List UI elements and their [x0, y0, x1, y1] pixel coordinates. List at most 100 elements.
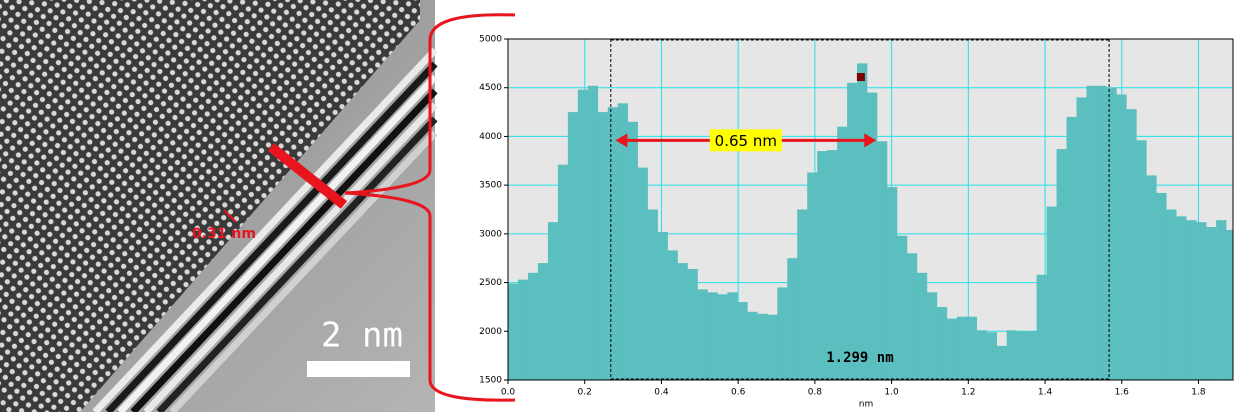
bar	[547, 222, 559, 380]
y-tick-label: 4000	[479, 132, 502, 142]
tem-image: 0.31 nm 2 nm	[0, 0, 438, 415]
bar	[1066, 116, 1077, 380]
arrow-label: 0.65 nm	[715, 132, 777, 150]
x-tick-label: 0.4	[654, 388, 669, 398]
bar	[837, 126, 848, 380]
bar	[557, 164, 569, 380]
x-tick-label: 1.6	[1115, 388, 1130, 398]
bar	[737, 302, 748, 380]
y-tick-label: 3000	[479, 229, 502, 239]
bar	[727, 292, 738, 380]
bar	[587, 85, 599, 380]
bar	[877, 141, 888, 380]
bar	[1056, 149, 1067, 380]
bar	[867, 92, 878, 380]
bar	[1006, 330, 1017, 380]
bar	[567, 112, 579, 380]
bar	[827, 150, 838, 380]
bar	[896, 235, 908, 380]
bar	[647, 209, 658, 380]
bar	[508, 283, 519, 380]
plot	[508, 39, 1233, 380]
bar	[1206, 227, 1217, 380]
bar	[667, 250, 678, 380]
bar	[527, 272, 539, 380]
bar	[697, 289, 708, 380]
bar	[1166, 209, 1177, 380]
y-tick-label: 2000	[479, 327, 502, 337]
x-tick-label: 1.4	[1038, 388, 1053, 398]
bar	[1226, 229, 1233, 380]
bar	[956, 316, 968, 380]
bar	[617, 103, 628, 380]
arrow-head	[615, 133, 628, 148]
x-axis-label: nm	[859, 400, 873, 410]
bar	[886, 187, 898, 380]
arrow-label-bg	[709, 129, 782, 152]
bar	[707, 292, 718, 380]
bar	[637, 167, 648, 380]
bar	[817, 151, 828, 380]
y-tick-label: 3500	[479, 181, 502, 191]
x-tick-label: 0.2	[578, 388, 592, 398]
bar	[1086, 85, 1097, 380]
bar	[946, 318, 958, 380]
measure-label: 1.299 nm	[826, 350, 893, 366]
bar	[857, 63, 868, 380]
bar	[1026, 331, 1037, 380]
x-tick-label: 0.0	[501, 388, 516, 398]
bar	[747, 311, 758, 380]
bar	[1196, 222, 1207, 380]
bar	[757, 313, 768, 380]
bar	[996, 345, 1007, 380]
bar	[1146, 175, 1157, 380]
bar	[627, 121, 638, 380]
bar	[657, 231, 668, 380]
x-tick-label: 1.8	[1191, 388, 1206, 398]
bar	[717, 294, 728, 380]
bar	[777, 287, 788, 380]
bar	[577, 89, 589, 380]
scale-bar-label: 2 nm	[321, 316, 403, 356]
bar	[1096, 85, 1107, 380]
scale-bar	[307, 361, 410, 377]
bar	[926, 292, 938, 380]
bar	[1176, 216, 1187, 380]
bar	[1136, 140, 1147, 380]
bar	[797, 209, 808, 380]
bar	[1186, 220, 1197, 380]
bar	[1156, 192, 1167, 380]
bar	[916, 272, 928, 380]
marker	[856, 72, 865, 81]
x-tick-label: 0.6	[731, 388, 746, 398]
bar	[906, 253, 918, 380]
y-tick-label: 2500	[479, 278, 502, 288]
bar	[1116, 94, 1127, 380]
bar	[787, 258, 798, 380]
y-tick-label: 4500	[479, 83, 502, 93]
bar	[1036, 274, 1047, 380]
bar	[677, 263, 688, 380]
bar	[1216, 220, 1227, 380]
arrow-head	[864, 133, 877, 148]
bracket	[344, 13, 516, 402]
bar	[1076, 97, 1087, 380]
x-tick-label: 1.0	[884, 388, 899, 398]
bar	[976, 330, 988, 380]
bar	[1046, 206, 1057, 380]
bar	[687, 268, 698, 380]
lattice-label: 0.31 nm	[192, 226, 256, 242]
bar	[537, 263, 549, 380]
bar	[986, 332, 998, 380]
bar	[807, 172, 818, 380]
y-tick-label: 1500	[479, 376, 502, 386]
bar	[966, 316, 978, 380]
x-tick-label: 0.8	[808, 388, 823, 398]
x-tick-label: 1.2	[961, 388, 975, 398]
bar	[1126, 109, 1137, 380]
bar	[1106, 87, 1117, 380]
bar	[517, 279, 529, 380]
bar	[597, 112, 609, 380]
